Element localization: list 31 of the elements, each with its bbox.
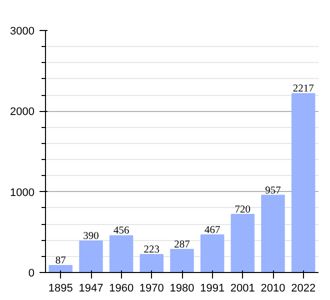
bar xyxy=(261,194,285,272)
y-tick-label: 0 xyxy=(28,268,35,280)
x-tick-label: 2010 xyxy=(260,282,286,294)
y-tick-label: 2000 xyxy=(10,106,35,118)
data-label: 720 xyxy=(234,204,251,216)
y-tick-label: 1000 xyxy=(10,186,35,199)
data-label: 456 xyxy=(113,226,130,237)
x-tick-label: 1970 xyxy=(139,282,164,294)
data-label: 957 xyxy=(265,185,281,196)
x-tick-label: 1895 xyxy=(48,282,73,294)
data-label: 287 xyxy=(174,239,190,250)
bar xyxy=(79,240,103,272)
x-tick-label: 1980 xyxy=(170,282,194,294)
bar xyxy=(140,254,164,272)
bar xyxy=(230,214,255,272)
x-tick-label: 1947 xyxy=(78,282,104,294)
data-label: 2217 xyxy=(292,84,314,95)
x-tick-label: 1991 xyxy=(200,282,225,294)
x-tick-label: 2001 xyxy=(230,282,255,294)
data-label: 390 xyxy=(83,231,99,242)
data-label: 467 xyxy=(204,224,220,236)
data-label: 87 xyxy=(55,255,66,266)
data-label: 223 xyxy=(144,244,160,256)
bar xyxy=(200,234,224,272)
y-tick-label: 3000 xyxy=(10,26,35,38)
bar xyxy=(170,248,194,272)
x-tick-label: 1960 xyxy=(109,282,134,294)
bar xyxy=(291,93,316,272)
bar xyxy=(48,264,73,272)
bar xyxy=(109,235,134,272)
x-tick-label: 2022 xyxy=(291,282,316,294)
